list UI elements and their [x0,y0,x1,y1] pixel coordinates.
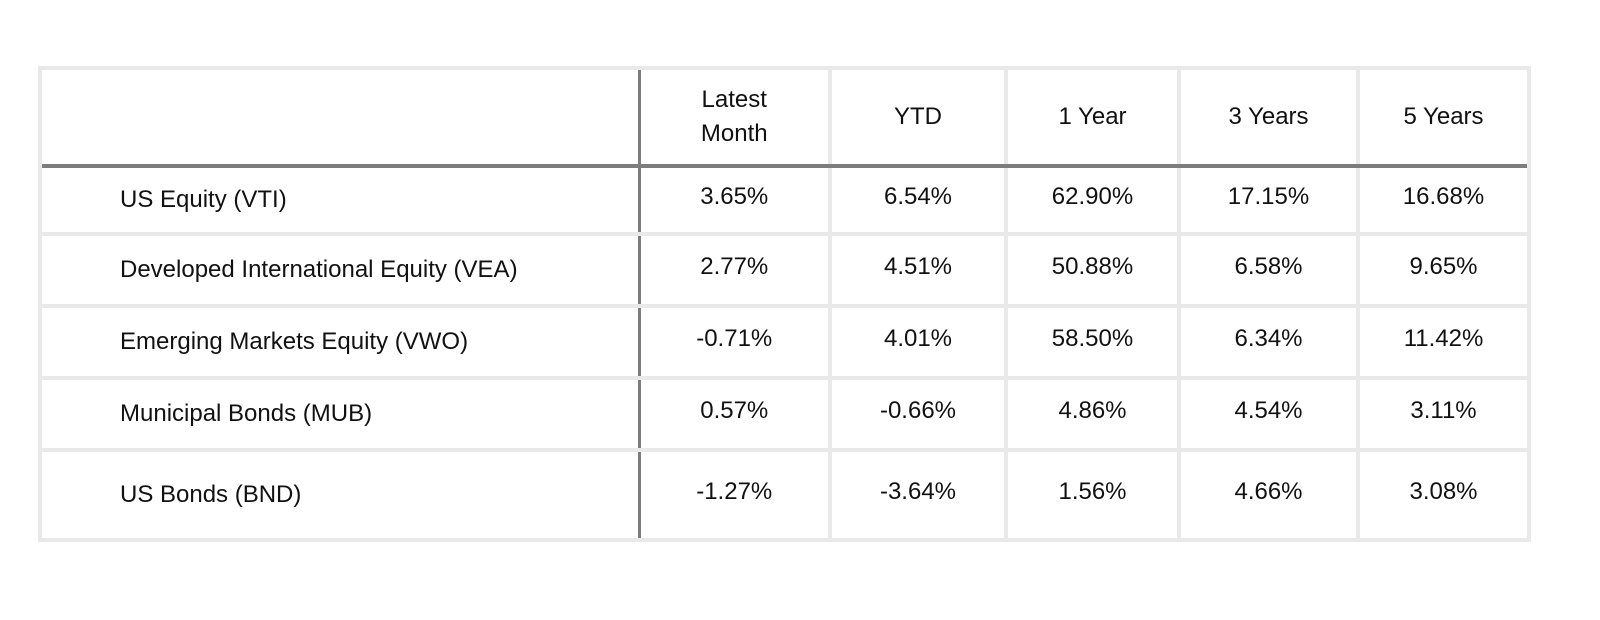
cell-5-years: 3.11% [1358,376,1527,450]
cell-ytd: 6.54% [830,166,1008,234]
column-header-latest-month: Latest Month [639,70,832,168]
table-row: US Equity (VTI) 3.65% 6.54% 62.90% 17.15… [42,166,1527,234]
cell-3-years: 4.54% [1179,376,1360,450]
returns-table-frame: Latest Month YTD 1 Year 3 Years 5 Years … [38,66,1531,542]
header-row: Latest Month YTD 1 Year 3 Years 5 Years [42,70,1527,168]
cell-1-year: 50.88% [1006,232,1181,306]
cell-latest-month: -1.27% [639,448,832,538]
cell-3-years: 17.15% [1179,166,1360,234]
cell-5-years: 11.42% [1358,304,1527,378]
table-row: Developed International Equity (VEA) 2.7… [42,232,1527,306]
cell-latest-month: 0.57% [639,376,832,450]
cell-ytd: -3.64% [830,448,1008,538]
cell-latest-month: -0.71% [639,304,832,378]
cell-latest-month: 3.65% [639,166,832,234]
cell-1-year: 4.86% [1006,376,1181,450]
row-label: Developed International Equity (VEA) [42,232,641,306]
cell-3-years: 4.66% [1179,448,1360,538]
cell-3-years: 6.34% [1179,304,1360,378]
cell-latest-month: 2.77% [639,232,832,306]
row-label: Municipal Bonds (MUB) [42,376,641,450]
column-header-3-years: 3 Years [1179,70,1360,168]
cell-3-years: 6.58% [1179,232,1360,306]
cell-ytd: 4.01% [830,304,1008,378]
cell-5-years: 3.08% [1358,448,1527,538]
column-header-5-years: 5 Years [1358,70,1527,168]
cell-1-year: 1.56% [1006,448,1181,538]
table-row: Emerging Markets Equity (VWO) -0.71% 4.0… [42,304,1527,378]
cell-ytd: -0.66% [830,376,1008,450]
table-row: Municipal Bonds (MUB) 0.57% -0.66% 4.86%… [42,376,1527,450]
returns-table: Latest Month YTD 1 Year 3 Years 5 Years … [42,70,1527,538]
cell-5-years: 9.65% [1358,232,1527,306]
column-header-1-year: 1 Year [1006,70,1181,168]
table-row: US Bonds (BND) -1.27% -3.64% 1.56% 4.66%… [42,448,1527,538]
cell-5-years: 16.68% [1402,183,1485,210]
column-header-latest-month-label: Latest Month [700,86,768,147]
row-label: US Equity (VTI) [42,166,641,234]
cell-ytd: 4.51% [830,232,1008,306]
column-header-ytd: YTD [830,70,1008,168]
cell-1-year: 62.90% [1006,166,1181,234]
header-label-cell [42,70,641,168]
row-label: Emerging Markets Equity (VWO) [42,304,641,378]
cell-1-year: 58.50% [1006,304,1181,378]
row-label: US Bonds (BND) [42,448,641,538]
